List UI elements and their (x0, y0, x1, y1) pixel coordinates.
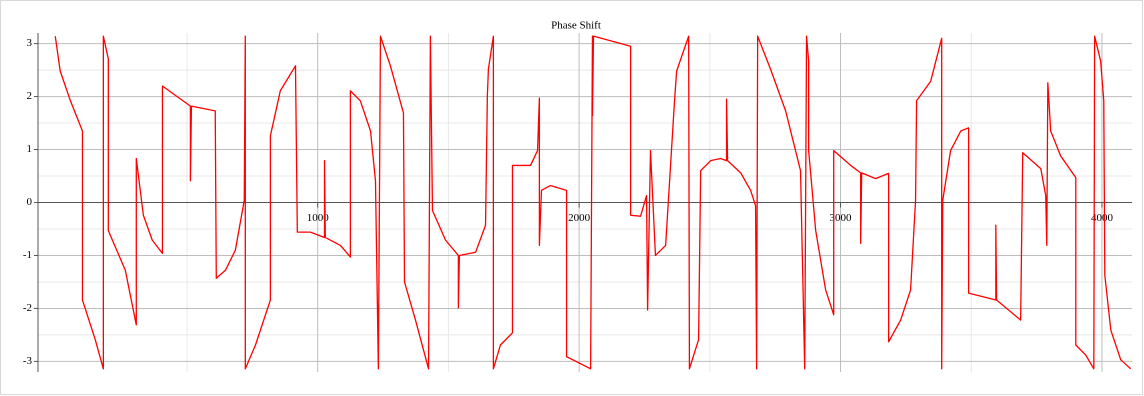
y-tick-label: 0 (27, 196, 33, 208)
chart-title: Phase Shift (551, 20, 601, 32)
y-tick-label: -1 (23, 249, 32, 261)
line-series (54, 35, 1132, 370)
x-tick-label: 3000 (830, 212, 853, 224)
x-tick-label: 1000 (307, 212, 330, 224)
y-tick-label: 3 (27, 37, 33, 49)
x-tick-label: 4000 (1091, 212, 1114, 224)
y-tick-label: 1 (27, 143, 33, 155)
x-tick-label: 2000 (568, 212, 591, 224)
y-tick-label: 2 (27, 90, 33, 102)
y-tick-label: -2 (23, 302, 32, 314)
y-tick-label: -3 (23, 355, 33, 367)
